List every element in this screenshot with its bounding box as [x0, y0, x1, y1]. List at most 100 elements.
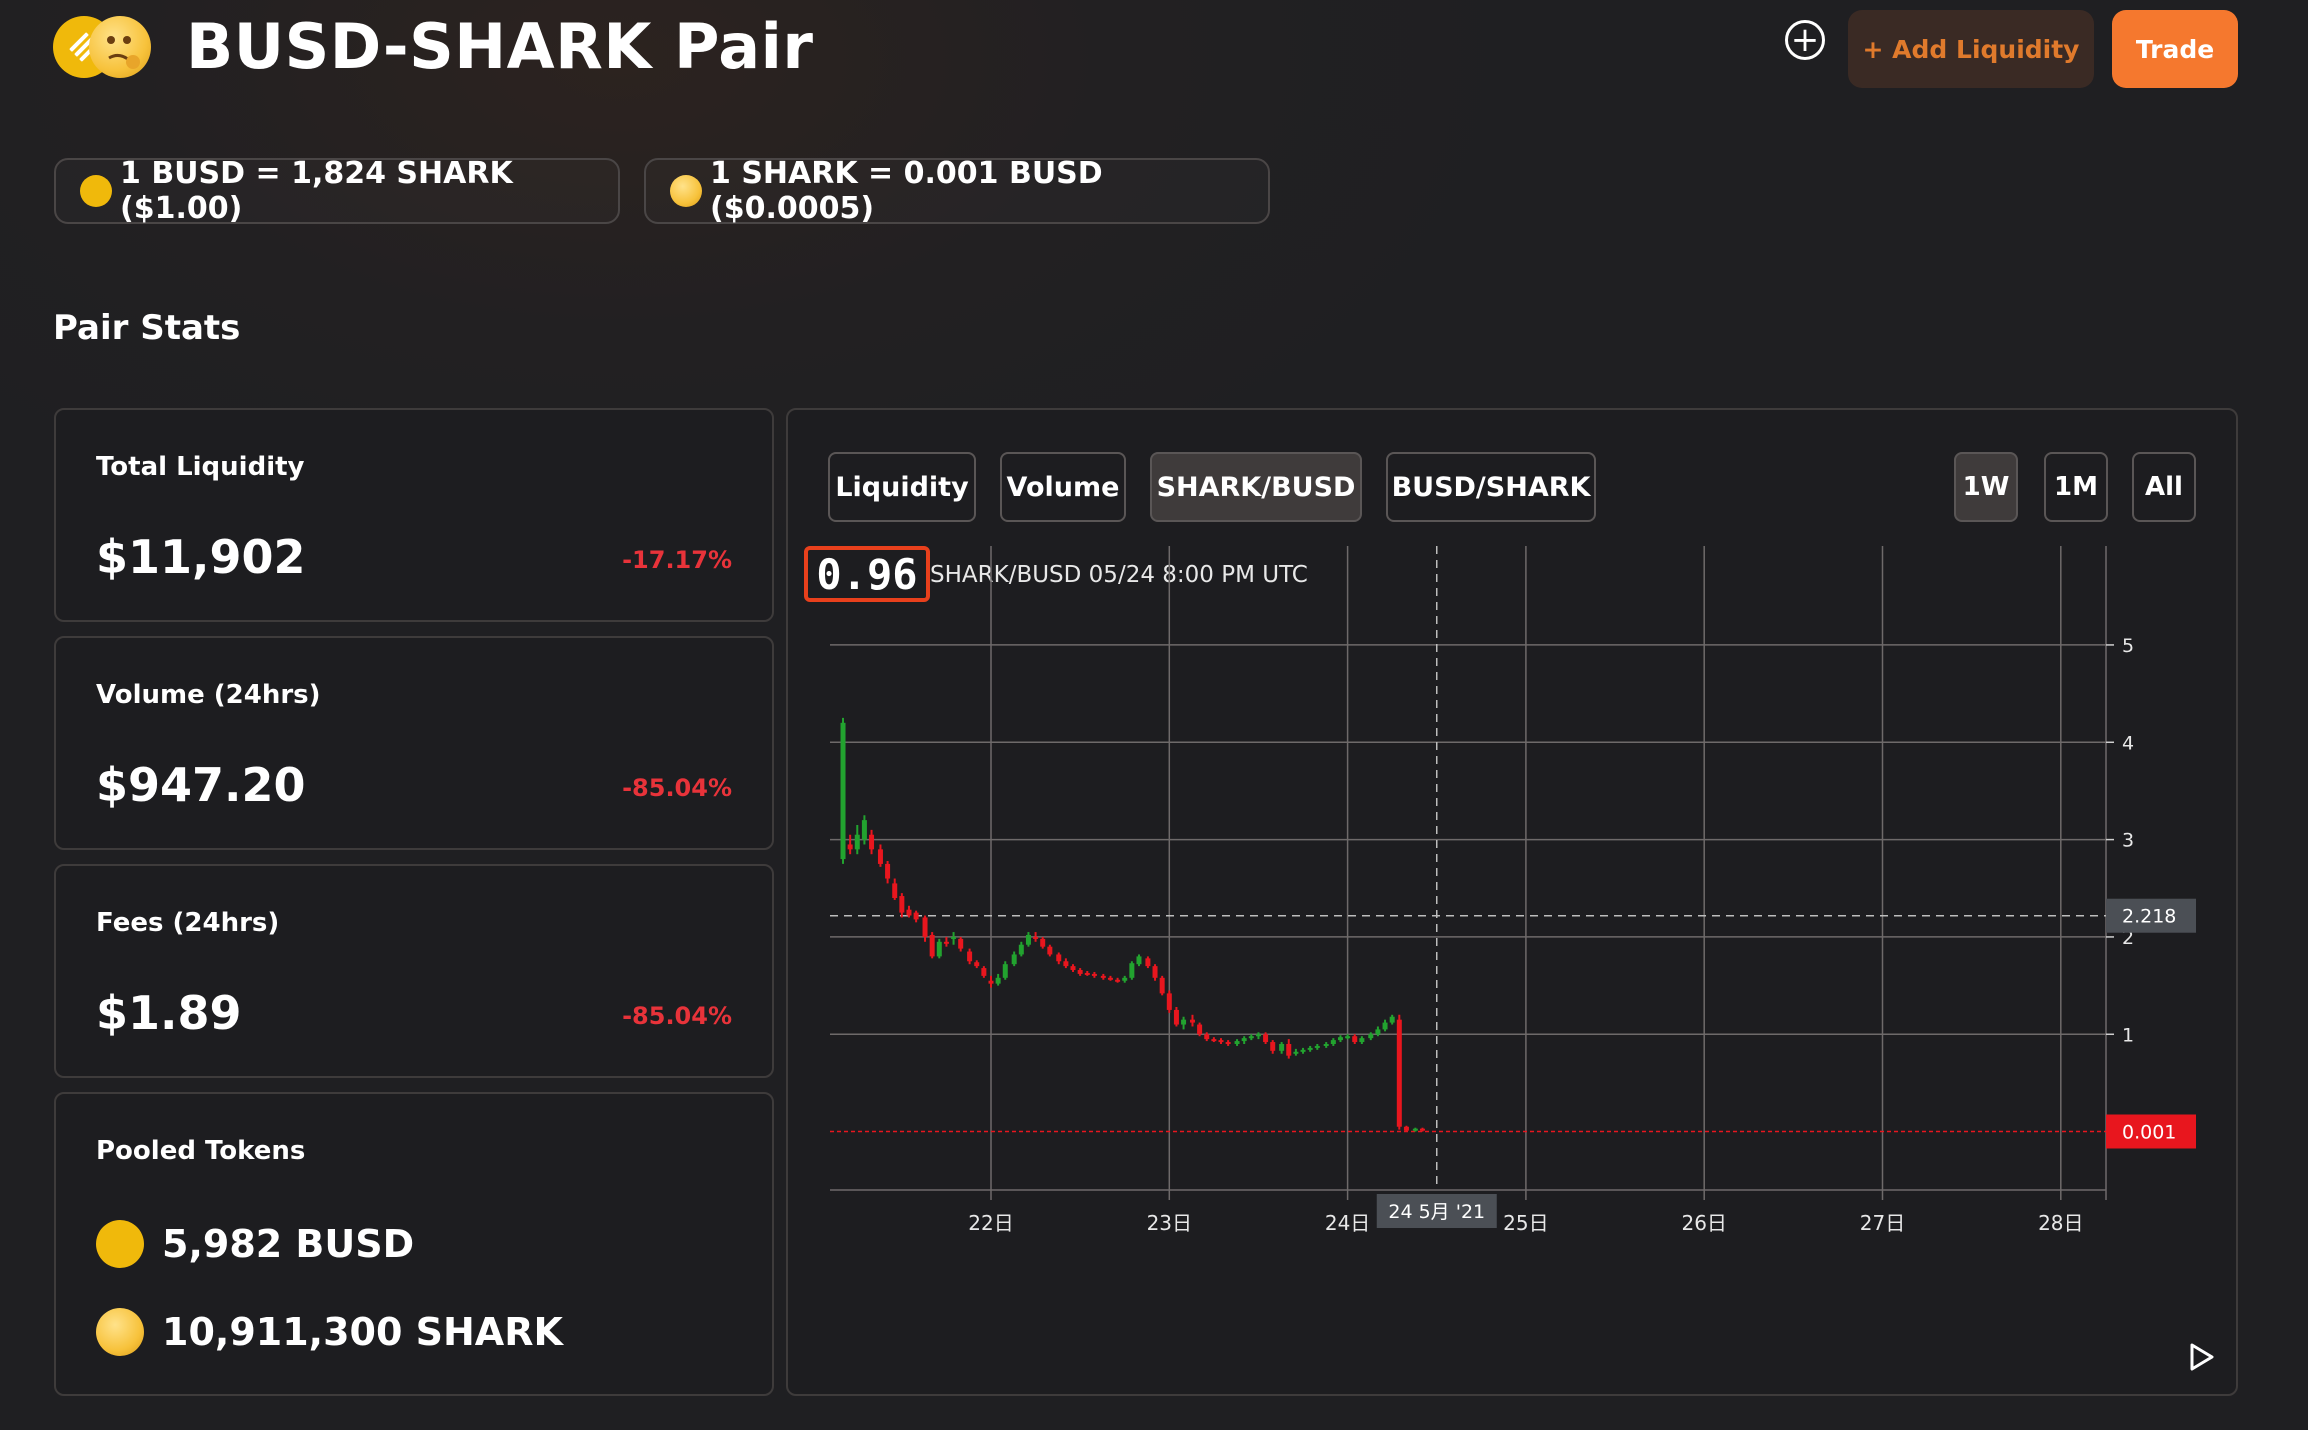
candle-body	[1002, 964, 1008, 978]
candle-body	[1129, 963, 1135, 978]
candle-body	[988, 980, 994, 984]
candle-body	[1293, 1051, 1299, 1054]
candle-body	[1314, 1045, 1320, 1048]
crosshair-x-label-bg	[1376, 1194, 1497, 1228]
crosshair-x-label: 24 5月 '21	[1388, 1201, 1485, 1223]
section-title: Pair Stats	[53, 308, 241, 348]
crosshair-y-label: 2.218	[2122, 906, 2176, 928]
candle-body	[1077, 970, 1083, 974]
candle-body	[1025, 934, 1031, 945]
range-1m[interactable]: 1M	[2044, 452, 2108, 522]
candle-body	[1145, 958, 1151, 967]
candle-body	[1255, 1034, 1261, 1037]
stat-label: Fees (24hrs)	[96, 908, 280, 938]
candle-body	[1368, 1034, 1374, 1039]
candle-body	[1330, 1040, 1336, 1044]
candle-body	[1166, 993, 1172, 1010]
pooled-busd-row: 5,982 BUSD	[96, 1220, 414, 1268]
candle-body	[1263, 1034, 1269, 1043]
candle-body	[1279, 1044, 1285, 1051]
rate-busd-to-shark[interactable]: 1 BUSD = 1,824 SHARK ($1.00)	[54, 156, 620, 226]
x-tick-label: 25日	[1503, 1211, 1548, 1235]
candle-body	[1286, 1044, 1292, 1056]
stat-total-liquidity: Total Liquidity $11,902 -17.17%	[54, 408, 774, 622]
candle-body	[1396, 1019, 1402, 1127]
stat-change: -85.04%	[622, 1002, 732, 1030]
pooled-tokens-card: Pooled Tokens 5,982 BUSD 10,911,300 SHAR…	[54, 1092, 774, 1396]
candle-body	[1115, 979, 1121, 982]
candle-body	[1033, 936, 1039, 939]
shark-coin-icon	[670, 175, 702, 207]
candle-body	[1011, 954, 1017, 965]
candle-body	[1359, 1038, 1365, 1043]
pooled-shark-row: 10,911,300 SHARK	[96, 1308, 563, 1356]
candle-body	[899, 896, 905, 913]
candle-body	[1323, 1044, 1329, 1046]
candle-body	[1084, 972, 1090, 975]
range-all[interactable]: All	[2132, 452, 2196, 522]
candle-body	[974, 962, 980, 967]
play-icon[interactable]	[2186, 1342, 2216, 1372]
trade-button[interactable]: Trade	[2112, 10, 2238, 88]
range-1w[interactable]: 1W	[1954, 452, 2018, 522]
candle-body	[913, 912, 919, 920]
add-token-icon[interactable]: +	[1785, 20, 1825, 60]
candle-body	[1122, 977, 1128, 981]
candle-body	[1181, 1019, 1187, 1025]
stat-change: -17.17%	[622, 546, 732, 574]
candle-body	[1197, 1024, 1203, 1035]
candle-body	[967, 951, 973, 962]
candle-body	[847, 844, 853, 850]
candle-body	[892, 883, 898, 898]
candle-body	[1375, 1029, 1381, 1035]
candle-body	[840, 722, 846, 860]
candle-body	[1136, 956, 1142, 965]
candle-body	[869, 834, 875, 850]
candle-body	[1389, 1016, 1395, 1023]
shark-coin-icon	[89, 16, 151, 78]
stat-fees: Fees (24hrs) $1.89 -85.04%	[54, 864, 774, 1078]
tab-volume[interactable]: Volume	[1000, 452, 1126, 522]
busd-coin-icon	[80, 175, 112, 207]
stat-label: Pooled Tokens	[96, 1136, 306, 1166]
tab-liquidity[interactable]: Liquidity	[828, 452, 976, 522]
candle-body	[1159, 977, 1165, 994]
tab-shark-busd[interactable]: SHARK/BUSD	[1150, 452, 1362, 522]
candle-body	[1070, 966, 1076, 971]
candle-body	[1352, 1036, 1358, 1043]
rate-shark-to-busd[interactable]: 1 SHARK = 0.001 BUSD ($0.0005)	[644, 156, 1270, 226]
candle-body	[1419, 1128, 1425, 1131]
pooled-busd-amount: 5,982 BUSD	[162, 1222, 415, 1266]
last-price-label: 0.001	[2122, 1122, 2176, 1144]
candle-body	[1204, 1034, 1210, 1040]
candle-body	[1248, 1036, 1254, 1039]
candle-body	[995, 977, 1001, 984]
candle-body	[936, 941, 942, 957]
x-tick-label: 22日	[968, 1211, 1013, 1235]
candle-body	[861, 820, 867, 840]
x-tick-label: 27日	[1860, 1211, 1905, 1235]
candle-body	[958, 938, 964, 949]
candle-body	[1345, 1036, 1351, 1039]
stat-value: $11,902	[96, 530, 306, 584]
candle-body	[1225, 1042, 1231, 1045]
candle-body	[1040, 938, 1046, 947]
stat-value: $1.89	[96, 986, 242, 1040]
candle-body	[1307, 1047, 1313, 1050]
stat-value: $947.20	[96, 758, 306, 812]
rate-text: 1 BUSD = 1,824 SHARK ($1.00)	[120, 156, 513, 226]
tab-busd-shark[interactable]: BUSD/SHARK	[1386, 452, 1596, 522]
candle-body	[885, 863, 891, 879]
y-tick-label: 5	[2122, 635, 2134, 657]
stat-change: -85.04%	[622, 774, 732, 802]
add-liquidity-button[interactable]: + Add Liquidity	[1848, 10, 2094, 88]
pooled-shark-amount: 10,911,300 SHARK	[162, 1310, 563, 1354]
candle-body	[1241, 1038, 1247, 1042]
candle-body	[1412, 1128, 1418, 1131]
current-price: 0.96	[804, 546, 930, 602]
y-tick-label: 1	[2122, 1024, 2134, 1046]
x-tick-label: 24日	[1325, 1211, 1370, 1235]
candle-body	[1189, 1019, 1195, 1023]
candle-body	[929, 934, 935, 957]
